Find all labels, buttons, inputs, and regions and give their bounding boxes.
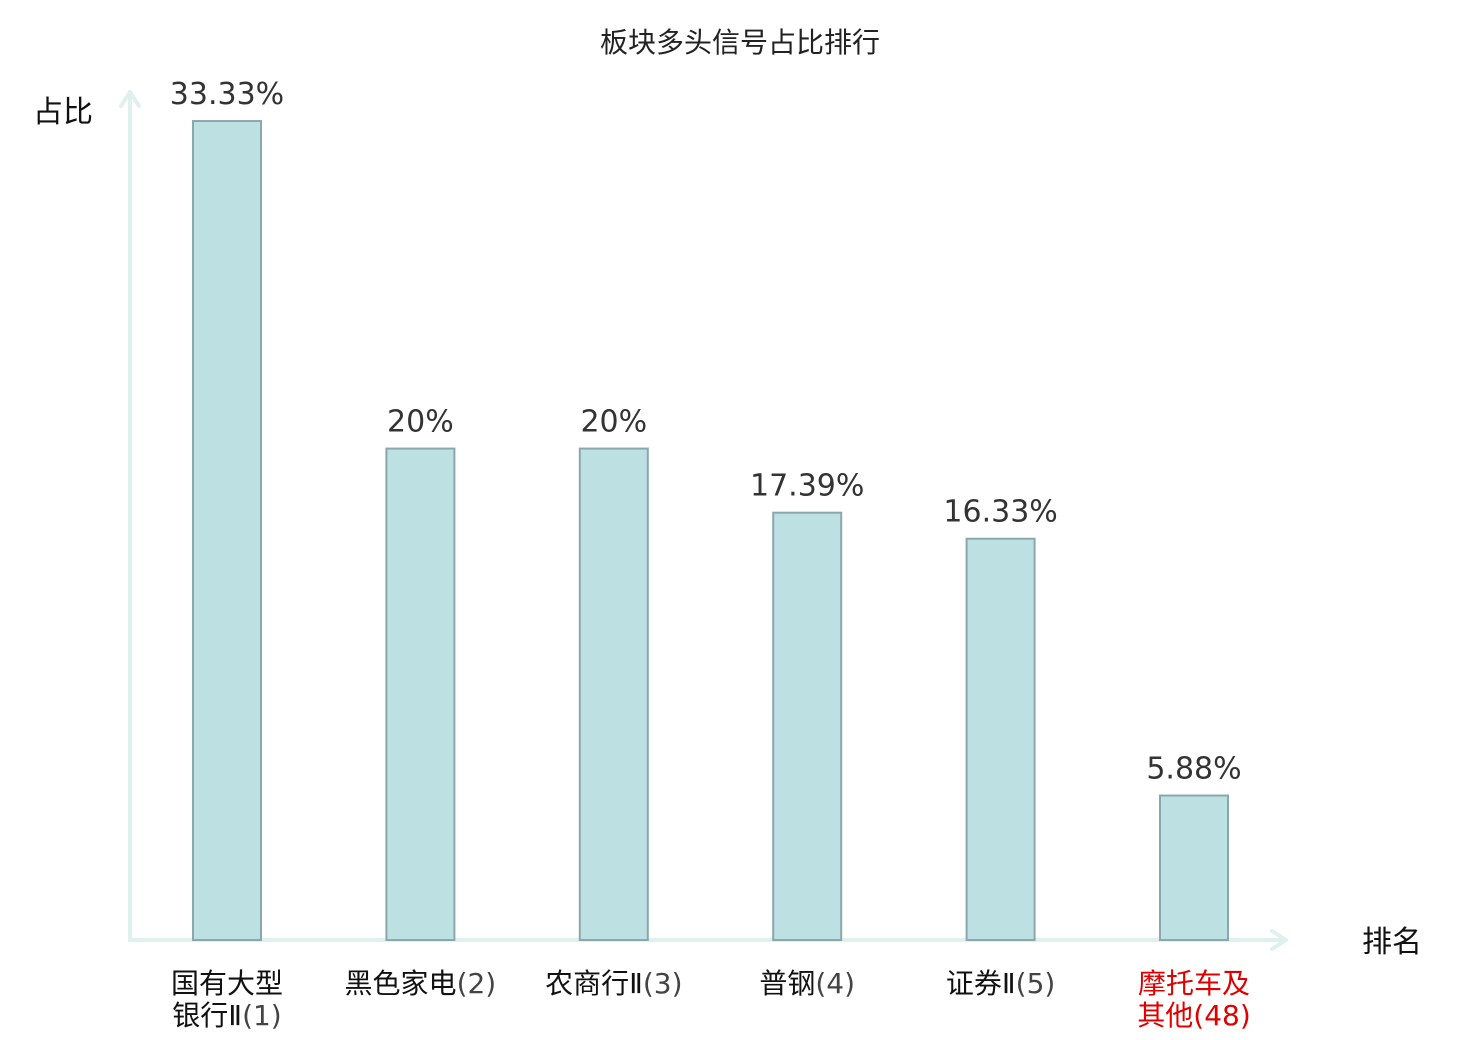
category-name: 摩托车及 — [1138, 967, 1250, 1000]
bar — [1159, 794, 1229, 942]
category-name: 国有大型 — [171, 967, 283, 1000]
bar-value-label: 33.33% — [170, 77, 284, 112]
category-label: 银行Ⅱ(1) — [172, 999, 281, 1032]
category-label: 其他(48) — [1137, 999, 1251, 1032]
category-rank: (5) — [1016, 967, 1056, 1000]
category-rank: (3) — [643, 967, 683, 1000]
category-label: 普钢(4) — [759, 967, 855, 1000]
category-name: 银行Ⅱ — [172, 999, 242, 1032]
bar-value-label: 20% — [580, 405, 647, 440]
category-rank: (48) — [1193, 999, 1250, 1032]
category-name: 农商行Ⅱ — [545, 967, 643, 1000]
bar — [578, 447, 649, 941]
chart-title: 板块多头信号占比排行 — [600, 26, 880, 59]
category-label: 证券Ⅱ(5) — [946, 967, 1055, 1000]
category-rank: (4) — [815, 967, 855, 1000]
category-name: 黑色家电 — [345, 967, 457, 1000]
category-label: 国有大型 — [171, 967, 283, 1000]
category-name: 其他 — [1137, 999, 1193, 1032]
category-label: 摩托车及 — [1138, 967, 1250, 1000]
category-label: 黑色家电(2) — [345, 967, 497, 1000]
bar — [772, 511, 843, 942]
category-name: 证券Ⅱ — [946, 967, 1016, 1000]
bar — [192, 120, 262, 941]
axes — [119, 90, 1288, 951]
category-rank: (1) — [242, 999, 282, 1032]
bar-value-label: 20% — [387, 405, 454, 440]
x-axis-label: 排名 — [1362, 925, 1422, 960]
y-axis-arrow — [119, 90, 141, 108]
category-rank: (2) — [457, 967, 497, 1000]
value-labels-group: 33.33% 20% 20% 17.39% 16.33% 5.88% — [170, 77, 1242, 786]
bar-value-label: 5.88% — [1146, 752, 1241, 787]
x-axis-arrow — [1270, 929, 1288, 951]
bar-value-label: 16.33% — [943, 495, 1057, 530]
bar-value-label: 17.39% — [750, 469, 864, 504]
category-label: 农商行Ⅱ(3) — [545, 967, 682, 1000]
category-name: 普钢 — [759, 967, 815, 1000]
bar — [385, 447, 456, 941]
y-axis-label: 占比 — [33, 95, 93, 130]
bars-group — [192, 120, 1229, 942]
bar — [965, 537, 1036, 942]
